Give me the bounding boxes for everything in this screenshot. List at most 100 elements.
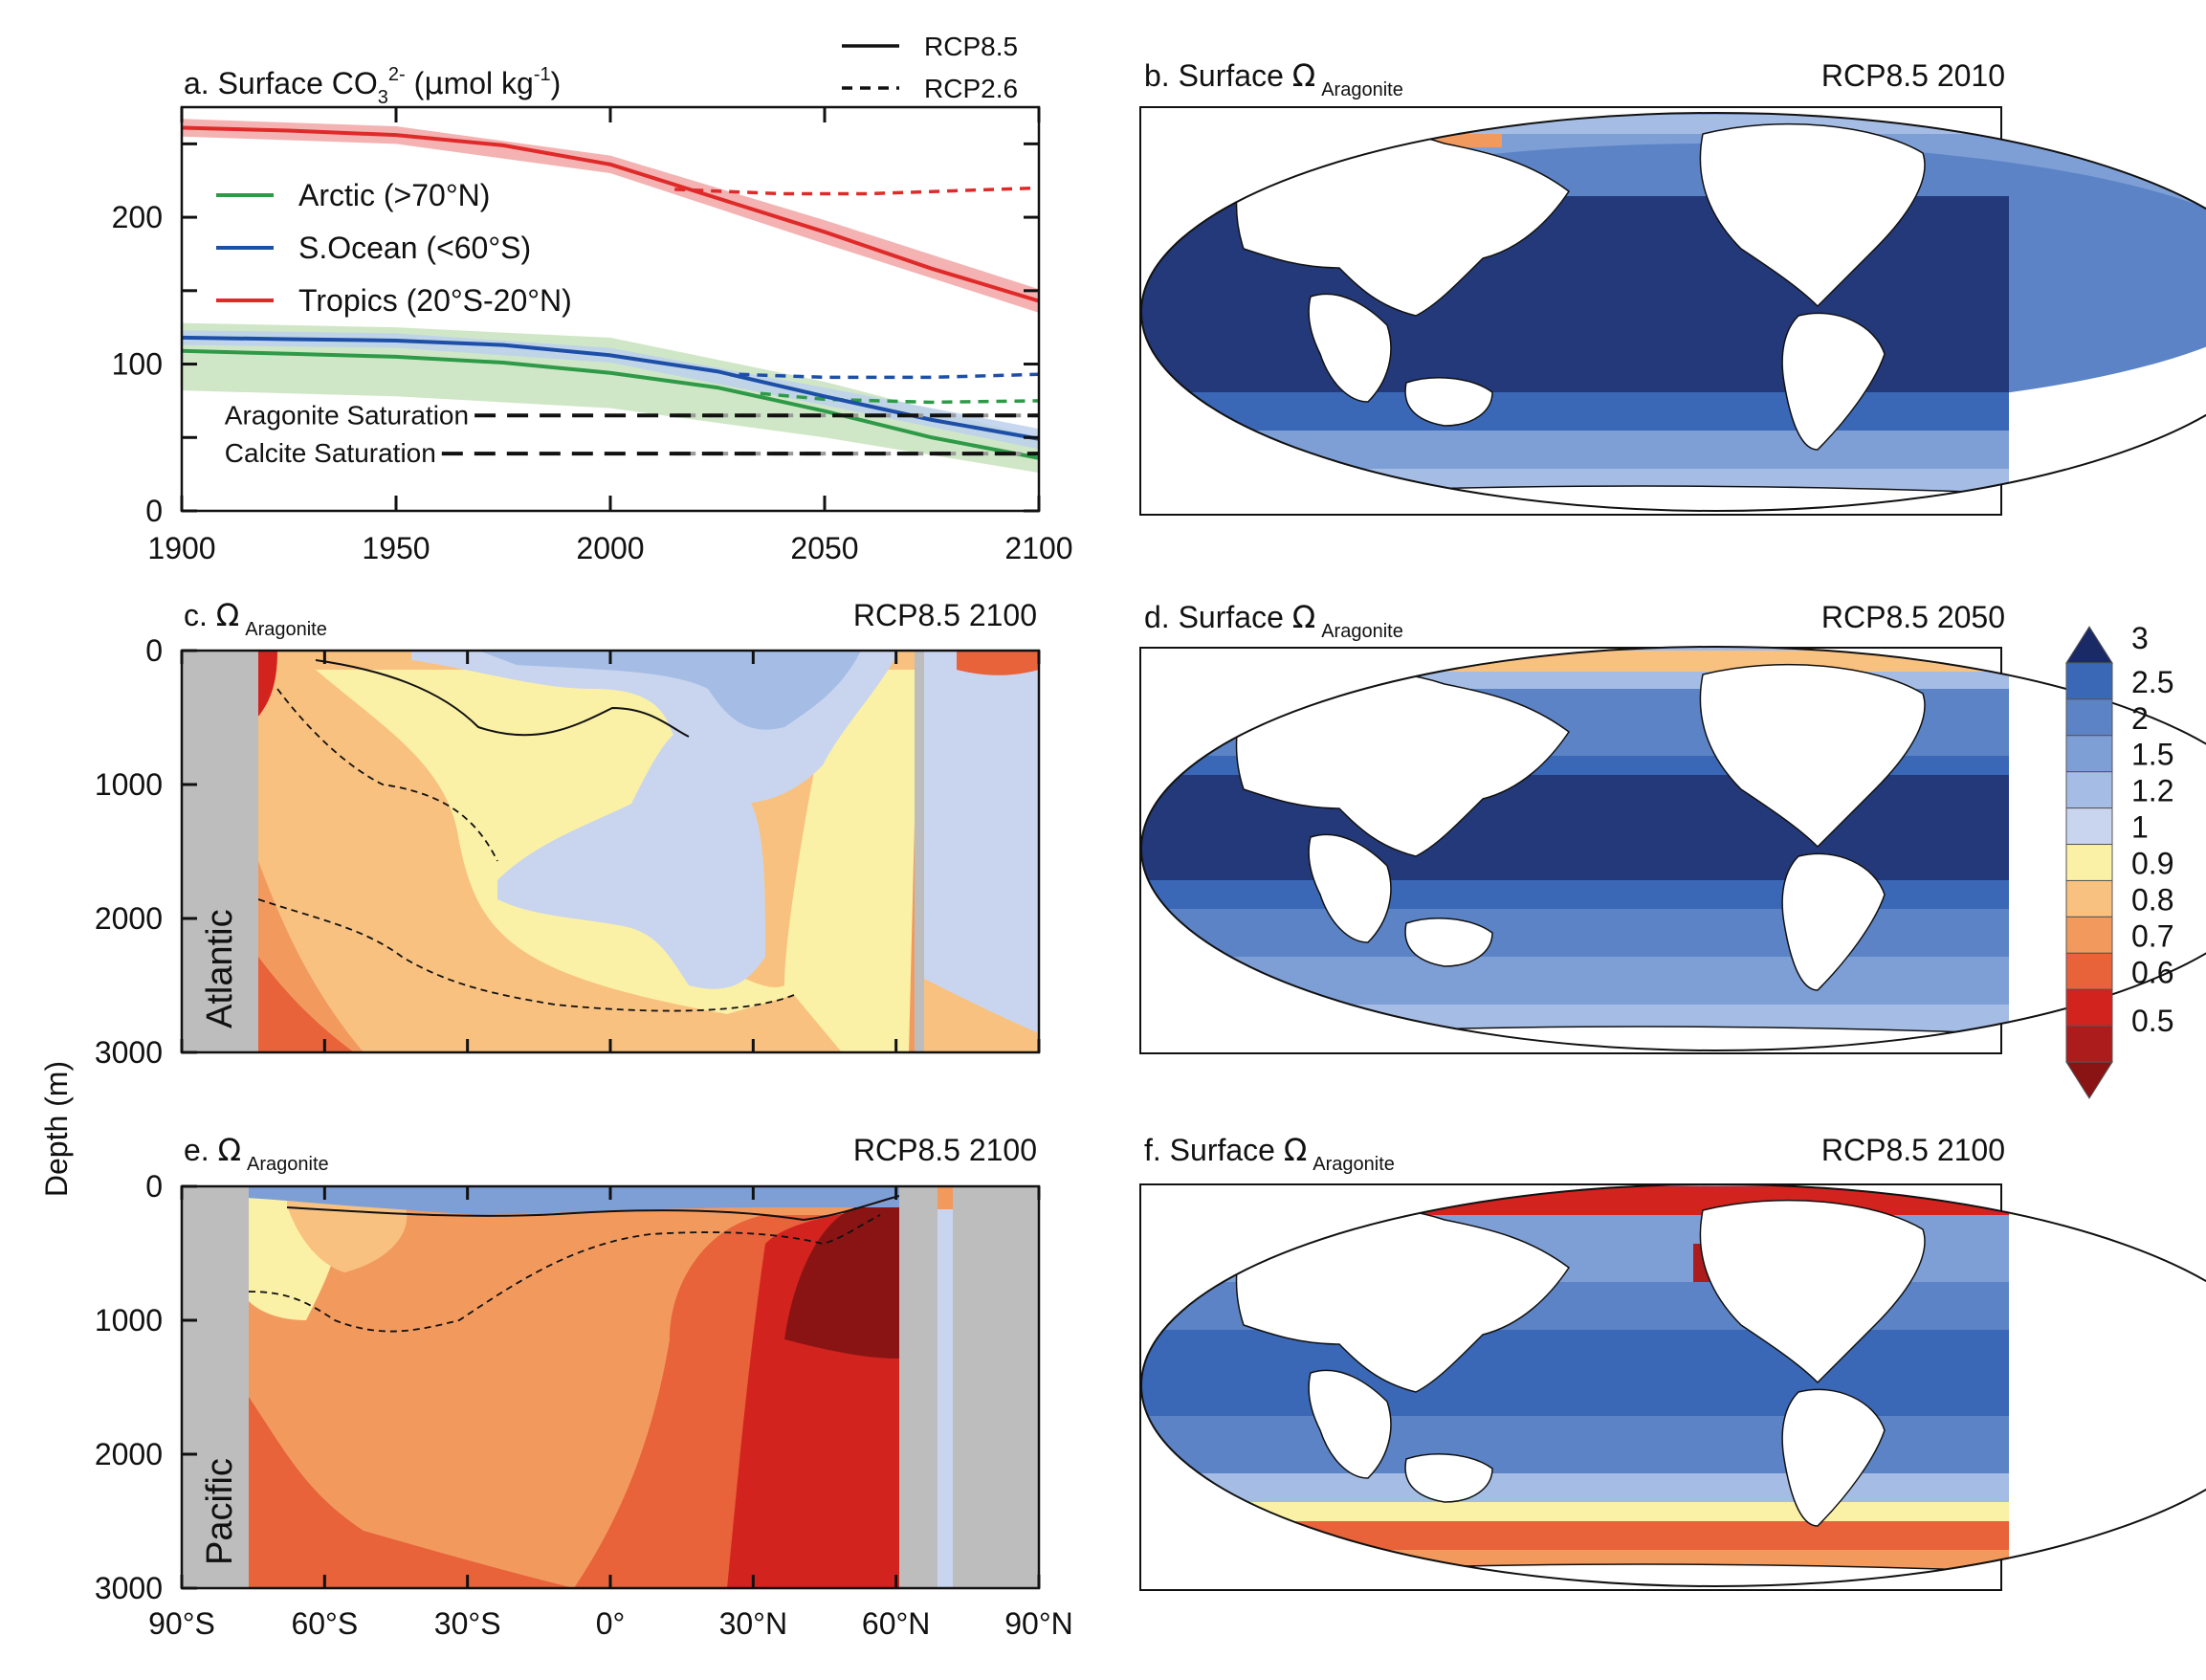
series-legend: Arctic (>70°N) S.Ocean (<60°S) Tropics (… — [216, 178, 572, 318]
section-e-land-bering — [899, 1186, 938, 1588]
panel-a-title: a. Surface CO32- (μmol kg-1) — [184, 64, 561, 108]
legend-tropics: Tropics (20°S-20°N) — [298, 283, 572, 318]
colorbar-label-10: 0.5 — [2131, 1004, 2173, 1038]
panel-c-basin-label: Atlantic — [200, 909, 240, 1028]
panel-c-title: c. Ω Aragonite — [184, 597, 327, 640]
section-e-arctic-water — [938, 1205, 953, 1588]
panel-b-title: b. Surface Ω Aragonite — [1144, 57, 1403, 100]
colorbar-label-4: 1.2 — [2131, 774, 2173, 808]
e-axes-x-tick-label-0: 90°S — [148, 1606, 215, 1641]
x-tick-label-1: 1950 — [362, 531, 430, 565]
panel-b: b. Surface Ω Aragonite RCP8.5 2010 — [1139, 57, 2206, 516]
colorbar-swatch-7 — [2065, 879, 2113, 917]
colorbar-swatch-1 — [2065, 662, 2113, 700]
y-tick-label-2: 200 — [112, 200, 163, 234]
section-e-deep-south — [249, 1397, 574, 1588]
colorbar-label-7: 0.8 — [2131, 882, 2173, 917]
panel-c-scenario: RCP8.5 2100 — [853, 598, 1037, 632]
colorbar-swatch-8 — [2065, 916, 2113, 954]
colorbar-swatch-9 — [2065, 952, 2113, 990]
colorbar-label-8: 0.7 — [2131, 918, 2173, 953]
colorbar-swatch-10 — [2065, 988, 2113, 1027]
colorbar-label-6: 0.9 — [2131, 847, 2173, 881]
y-tick-label-1: 100 — [112, 347, 163, 382]
panel-d-scenario: RCP8.5 2050 — [1821, 600, 2005, 634]
panel-e-scenario: RCP8.5 2100 — [853, 1133, 1037, 1167]
colorbar-label-2: 2 — [2131, 701, 2149, 736]
line-rcp26-series-2 — [674, 186, 1039, 196]
c-axes-y-tick-label-1: 1000 — [95, 767, 163, 802]
map-f-outline — [1140, 1183, 2206, 1587]
e-axes-y-tick-label-0: 0 — [145, 1169, 163, 1204]
colorbar-label-9: 0.6 — [2131, 955, 2173, 989]
e-axes-y-tick-label-1: 1000 — [95, 1303, 163, 1337]
map-b-arctic-patch — [1435, 134, 1502, 147]
legend-arctic: Arctic (>70°N) — [298, 178, 490, 212]
section-e-land-south — [182, 1186, 249, 1588]
panel-f-scenario: RCP8.5 2100 — [1821, 1133, 2005, 1167]
colorbar: 3 2.521.51.210.90.80.70.6 0.5 — [2065, 621, 2173, 1099]
section-e-darkest — [784, 1205, 899, 1359]
map-d-land — [1235, 663, 2106, 1050]
x-tick-label-4: 2100 — [1004, 531, 1072, 565]
section-c-dashed-upper — [276, 688, 498, 862]
colorbar-label-0: 3 — [2131, 621, 2149, 655]
colorbar-label-3: 1.5 — [2131, 738, 2173, 772]
e-axes-x-tick-label-1: 60°S — [291, 1606, 358, 1641]
panel-a: Aragonite Saturation Calcite Saturation 1… — [112, 32, 1073, 565]
panel-e-basin-label: Pacific — [200, 1458, 240, 1565]
section-e-land-north — [953, 1186, 1039, 1588]
colorbar-label-1: 2.5 — [2131, 665, 2173, 699]
colorbar-swatch-6 — [2065, 844, 2113, 881]
e-axes-x-tick-label-3: 0° — [596, 1606, 626, 1641]
colorbar-swatch-3 — [2065, 735, 2113, 773]
e-axes-y-tick-label-3: 3000 — [95, 1571, 163, 1605]
section-c-north-blue — [918, 651, 1039, 1033]
colorbar-swatch-4 — [2065, 771, 2113, 809]
section-c-interior-blue — [497, 727, 765, 989]
x-tick-label-0: 1900 — [147, 531, 215, 565]
map-f-tropics — [1141, 1330, 2009, 1416]
depth-axis-label: Depth (m) — [39, 1061, 74, 1197]
reference-label-1: Calcite Saturation — [225, 438, 436, 468]
section-e-calcite-contour — [248, 1214, 881, 1333]
map-b-outline — [1140, 112, 2206, 512]
style-legend: RCP8.5 RCP2.6 — [842, 32, 1018, 103]
e-axes-x-tick-label-6: 90°N — [1004, 1606, 1073, 1641]
panel-f-title: f. Surface Ω Aragonite — [1144, 1132, 1395, 1175]
map-b-southern-band — [1141, 392, 2009, 431]
c-axes-y-tick-label-2: 2000 — [95, 901, 163, 936]
colorbar-top-arrow — [2065, 626, 2113, 664]
e-axes-x-tick-label-4: 30°N — [719, 1606, 788, 1641]
map-f-southern-band — [1141, 1473, 2009, 1502]
band-series-0 — [182, 322, 1039, 474]
band-series-2 — [182, 119, 1039, 313]
section-e-surface-blue — [182, 1186, 1039, 1215]
section-c-north-red — [957, 651, 1039, 675]
line-rcp26-series-1 — [739, 372, 1039, 380]
legend-southern-ocean: S.Ocean (<60°S) — [298, 231, 531, 265]
legend-rcp85: RCP8.5 — [924, 32, 1018, 61]
colorbar-swatch-5 — [2065, 807, 2113, 846]
panel-d-title: d. Surface Ω Aragonite — [1144, 599, 1403, 642]
map-f-southern-yellow — [1141, 1502, 2009, 1521]
colorbar-label-5: 1 — [2131, 810, 2149, 845]
colorbar-bottom-arrow — [2065, 1061, 2113, 1099]
legend-rcp26: RCP2.6 — [924, 74, 1018, 103]
section-e-south-orange — [287, 1196, 408, 1272]
colorbar-swatch-11 — [2065, 1025, 2113, 1063]
panel-e-title: e. Ω Aragonite — [184, 1132, 329, 1175]
section-e-saturation-contour — [286, 1195, 900, 1222]
x-tick-label-2: 2000 — [576, 531, 644, 565]
e-axes-x-tick-label-5: 60°N — [862, 1606, 931, 1641]
line-rcp26-series-0 — [760, 391, 1039, 405]
panel-d: d. Surface Ω Aragonite RCP8.5 2050 — [1139, 599, 2206, 1054]
section-c-land-north — [915, 651, 924, 1052]
colorbar-swatch-2 — [2065, 698, 2113, 737]
line-rcp85-series-2 — [182, 125, 1039, 303]
y-tick-label-0: 0 — [145, 494, 163, 528]
e-axes-y-tick-label-2: 2000 — [95, 1437, 163, 1471]
